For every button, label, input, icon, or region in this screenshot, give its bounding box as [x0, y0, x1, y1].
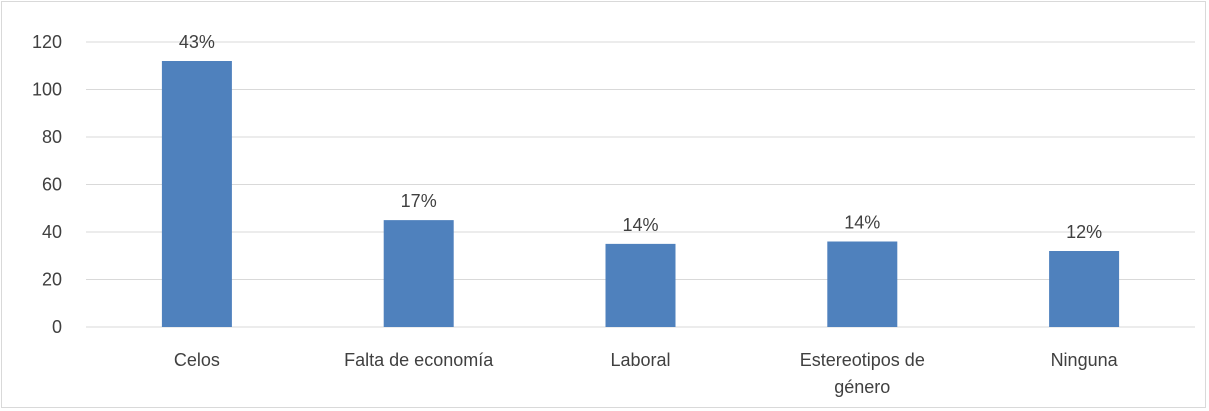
data-label: 14%	[622, 215, 658, 235]
bar	[383, 220, 454, 327]
category-label: Ninguna	[1051, 350, 1119, 370]
data-label: 12%	[1066, 222, 1102, 242]
y-tick-label: 0	[52, 317, 62, 337]
data-label: 43%	[179, 32, 215, 52]
y-tick-label: 20	[42, 270, 62, 290]
y-tick-label: 40	[42, 222, 62, 242]
bar	[827, 241, 898, 327]
y-tick-label: 60	[42, 175, 62, 195]
data-label: 14%	[844, 213, 880, 233]
data-label: 17%	[401, 191, 437, 211]
bar	[161, 61, 232, 327]
y-tick-label: 100	[32, 80, 62, 100]
category-label: Falta de economía	[344, 350, 494, 370]
bar	[1049, 251, 1120, 327]
y-tick-label: 120	[32, 32, 62, 52]
y-tick-label: 80	[42, 127, 62, 147]
bar	[605, 243, 676, 327]
category-label: Estereotipos de	[800, 350, 925, 370]
category-label: Laboral	[610, 350, 670, 370]
category-label: Celos	[174, 350, 220, 370]
category-label: género	[834, 377, 890, 397]
